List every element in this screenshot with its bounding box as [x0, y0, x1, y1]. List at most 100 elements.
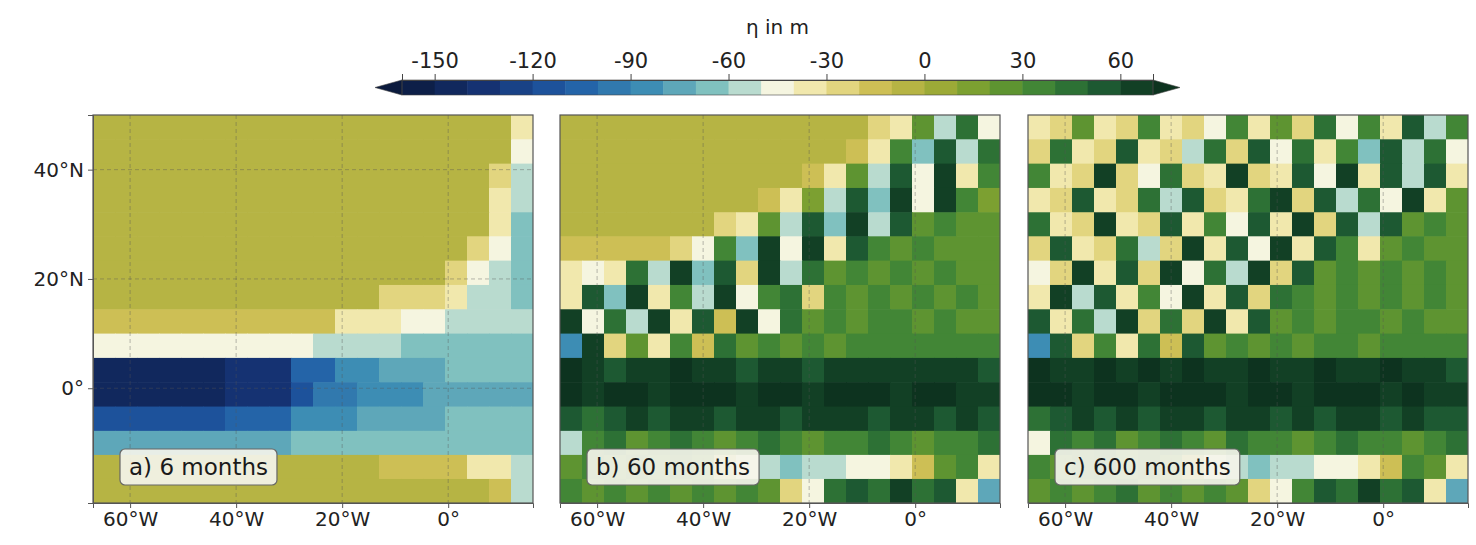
cell — [934, 285, 957, 310]
cell — [868, 309, 891, 334]
cell — [115, 407, 138, 432]
cell — [1314, 139, 1337, 164]
cell — [379, 382, 402, 407]
cell — [291, 261, 314, 286]
cell — [758, 358, 781, 383]
grid-line — [703, 115, 704, 503]
cell — [1292, 358, 1315, 383]
cell — [247, 236, 270, 261]
cell — [978, 382, 1000, 407]
cell — [181, 236, 204, 261]
cell — [560, 164, 583, 189]
cell — [648, 285, 671, 310]
cell — [758, 479, 781, 503]
cell — [604, 358, 627, 383]
cell — [604, 236, 627, 261]
cell — [1292, 188, 1315, 213]
cell — [291, 431, 314, 456]
cell — [1424, 236, 1447, 261]
cell — [489, 188, 512, 213]
cell — [1358, 261, 1381, 286]
cell — [1116, 115, 1139, 140]
cell — [868, 358, 891, 383]
cell — [1292, 479, 1315, 503]
grid-line — [809, 115, 810, 503]
cell — [758, 334, 781, 359]
cell — [181, 261, 204, 286]
cell — [1226, 261, 1249, 286]
cell — [670, 115, 693, 140]
tick: 20°W — [782, 503, 837, 531]
cell — [1138, 358, 1161, 383]
cell — [1050, 358, 1073, 383]
cell — [1446, 309, 1468, 334]
cell — [203, 236, 226, 261]
cell — [489, 455, 512, 480]
cell — [247, 261, 270, 286]
cell — [269, 285, 292, 310]
cell — [357, 479, 380, 503]
cell — [181, 139, 204, 164]
cell — [1094, 382, 1117, 407]
cell — [1424, 309, 1447, 334]
tick-mark — [729, 74, 730, 80]
cell — [511, 407, 533, 432]
cell — [357, 139, 380, 164]
cell — [934, 407, 957, 432]
cell — [890, 115, 913, 140]
cell — [401, 407, 424, 432]
cell — [1050, 407, 1073, 432]
tick: 60°W — [570, 503, 625, 531]
cell — [247, 334, 270, 359]
cell — [780, 358, 803, 383]
cell — [736, 334, 759, 359]
cell — [1226, 188, 1249, 213]
cell — [269, 382, 292, 407]
cell — [802, 285, 825, 310]
cell — [357, 382, 380, 407]
cell — [1204, 115, 1227, 140]
cell — [511, 139, 533, 164]
cell — [1314, 358, 1337, 383]
cell — [1248, 115, 1271, 140]
cell — [846, 115, 869, 140]
cell — [269, 407, 292, 432]
cell — [511, 164, 533, 189]
cell — [824, 188, 847, 213]
cell — [758, 188, 781, 213]
panel: 60°W40°W20°W0°c) 600 months — [1028, 115, 1469, 531]
cell — [335, 164, 358, 189]
cell — [802, 455, 825, 480]
cell — [1050, 236, 1073, 261]
cell — [159, 261, 182, 286]
cell — [1270, 212, 1293, 237]
cell — [1072, 212, 1095, 237]
cell — [1314, 309, 1337, 334]
cell — [956, 479, 979, 503]
cell — [313, 212, 336, 237]
cell — [780, 164, 803, 189]
cell — [1358, 164, 1381, 189]
tick-label: 60°W — [1038, 507, 1093, 531]
cell — [736, 358, 759, 383]
panel-title: c) 600 months — [1064, 454, 1231, 480]
tick-label: 40°W — [209, 507, 264, 531]
cell — [335, 309, 358, 334]
cell — [670, 139, 693, 164]
cell — [93, 139, 116, 164]
axis-line — [94, 504, 534, 509]
cell — [511, 479, 533, 503]
cell — [291, 407, 314, 432]
cell — [560, 431, 583, 456]
cell — [1292, 431, 1315, 456]
cell — [824, 455, 847, 480]
cell — [846, 455, 869, 480]
cell — [1402, 139, 1425, 164]
cell — [1336, 358, 1359, 383]
cell — [1446, 358, 1468, 383]
cell — [401, 164, 424, 189]
cell — [1402, 188, 1425, 213]
cell — [115, 358, 138, 383]
cell — [956, 455, 979, 480]
cell — [1050, 188, 1073, 213]
